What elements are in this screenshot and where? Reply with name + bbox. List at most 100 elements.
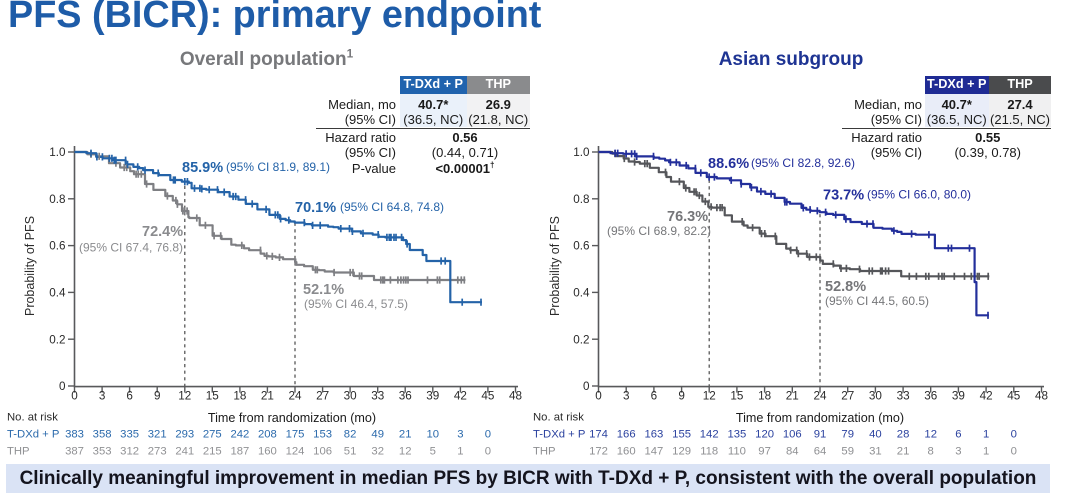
svg-text:48: 48	[509, 390, 522, 403]
svg-text:312: 312	[120, 446, 139, 458]
svg-text:31: 31	[869, 446, 882, 458]
svg-text:45: 45	[481, 390, 495, 403]
svg-text:321: 321	[148, 429, 167, 441]
svg-text:88.6%: 88.6%	[708, 156, 749, 172]
svg-text:153: 153	[313, 429, 332, 441]
svg-text:0: 0	[485, 429, 491, 441]
svg-text:(95% CI 67.4, 76.8): (95% CI 67.4, 76.8)	[79, 241, 183, 255]
svg-text:THP: THP	[533, 446, 556, 458]
svg-text:42: 42	[980, 390, 993, 403]
svg-text:1.0: 1.0	[49, 146, 66, 159]
svg-text:12: 12	[399, 446, 412, 458]
svg-text:(95% CI 68.9, 82.2): (95% CI 68.9, 82.2)	[607, 224, 711, 238]
svg-text:64: 64	[814, 446, 827, 458]
svg-text:0.4: 0.4	[49, 287, 66, 300]
svg-text:49: 49	[371, 429, 384, 441]
svg-text:15: 15	[730, 390, 744, 403]
svg-text:21: 21	[261, 390, 274, 403]
svg-text:24: 24	[813, 390, 827, 403]
svg-text:(95% CI 64.8, 74.8): (95% CI 64.8, 74.8)	[340, 200, 444, 214]
svg-text:T-DXd + P: T-DXd + P	[7, 429, 59, 441]
svg-text:Time from randomization (mo): Time from randomization (mo)	[208, 411, 376, 425]
svg-text:(95% CI 46.4, 57.5): (95% CI 46.4, 57.5)	[304, 297, 408, 311]
svg-text:6: 6	[955, 429, 961, 441]
svg-text:358: 358	[93, 429, 112, 441]
svg-text:0.4: 0.4	[573, 287, 590, 300]
svg-text:32: 32	[371, 446, 384, 458]
svg-text:97: 97	[758, 446, 771, 458]
svg-text:142: 142	[700, 429, 719, 441]
svg-text:30: 30	[869, 390, 883, 403]
svg-text:0: 0	[595, 390, 602, 403]
svg-text:70.1%: 70.1%	[295, 200, 336, 216]
svg-text:353: 353	[93, 446, 112, 458]
svg-text:3: 3	[457, 429, 463, 441]
svg-text:45: 45	[1007, 390, 1021, 403]
svg-text:0.6: 0.6	[49, 240, 65, 253]
svg-text:160: 160	[258, 446, 277, 458]
svg-text:52.8%: 52.8%	[825, 279, 866, 295]
svg-text:160: 160	[617, 446, 636, 458]
svg-text:48: 48	[1035, 390, 1048, 403]
svg-text:335: 335	[120, 429, 139, 441]
svg-text:187: 187	[230, 446, 249, 458]
svg-text:59: 59	[841, 446, 854, 458]
svg-text:79: 79	[841, 429, 854, 441]
svg-text:84: 84	[786, 446, 799, 458]
svg-text:91: 91	[814, 429, 827, 441]
svg-text:273: 273	[148, 446, 167, 458]
svg-text:33: 33	[371, 390, 384, 403]
svg-text:30: 30	[344, 390, 358, 403]
svg-text:Time from randomization (mo): Time from randomization (mo)	[736, 411, 904, 425]
svg-text:129: 129	[672, 446, 691, 458]
svg-text:135: 135	[727, 429, 746, 441]
svg-text:0.2: 0.2	[573, 333, 589, 346]
svg-text:51: 51	[344, 446, 357, 458]
svg-text:28: 28	[897, 429, 910, 441]
svg-text:0: 0	[1011, 429, 1017, 441]
svg-text:40: 40	[869, 429, 882, 441]
svg-text:21: 21	[399, 429, 412, 441]
svg-text:1: 1	[457, 446, 463, 458]
svg-text:THP: THP	[7, 446, 30, 458]
svg-text:39: 39	[426, 390, 439, 403]
svg-text:118: 118	[700, 446, 718, 458]
svg-text:174: 174	[589, 429, 608, 441]
svg-text:Probability of PFS: Probability of PFS	[23, 216, 37, 316]
svg-text:0: 0	[583, 380, 590, 393]
svg-text:21: 21	[786, 390, 799, 403]
svg-text:73.7%: 73.7%	[823, 188, 864, 204]
svg-text:(95% CI 81.9, 89.1): (95% CI 81.9, 89.1)	[226, 160, 330, 174]
svg-text:124: 124	[286, 446, 305, 458]
svg-text:208: 208	[258, 429, 277, 441]
svg-text:No. at risk: No. at risk	[7, 412, 58, 424]
svg-text:3: 3	[955, 446, 961, 458]
svg-text:85.9%: 85.9%	[182, 160, 223, 176]
svg-text:39: 39	[952, 390, 965, 403]
svg-text:172: 172	[589, 446, 608, 458]
svg-text:0: 0	[71, 390, 78, 403]
svg-text:(95% CI 82.8, 92.6): (95% CI 82.8, 92.6)	[751, 156, 855, 170]
svg-text:242: 242	[230, 429, 249, 441]
svg-text:18: 18	[233, 390, 246, 403]
svg-text:Probability of PFS: Probability of PFS	[548, 216, 562, 316]
svg-text:10: 10	[427, 429, 440, 441]
svg-text:(95% CI 44.5, 60.5): (95% CI 44.5, 60.5)	[825, 294, 929, 308]
svg-text:106: 106	[783, 429, 802, 441]
svg-text:52.1%: 52.1%	[303, 282, 344, 298]
svg-text:166: 166	[617, 429, 636, 441]
svg-text:42: 42	[454, 390, 467, 403]
svg-text:0.6: 0.6	[573, 240, 589, 253]
svg-text:6: 6	[126, 390, 133, 403]
svg-text:36: 36	[399, 390, 412, 403]
svg-text:72.4%: 72.4%	[142, 224, 183, 240]
svg-text:27: 27	[841, 390, 854, 403]
svg-text:1: 1	[983, 429, 989, 441]
svg-text:0.2: 0.2	[49, 333, 65, 346]
svg-text:0: 0	[485, 446, 491, 458]
svg-text:106: 106	[313, 446, 332, 458]
svg-text:8: 8	[928, 446, 934, 458]
svg-text:6: 6	[651, 390, 658, 403]
svg-text:0.8: 0.8	[573, 193, 589, 206]
svg-text:76.3%: 76.3%	[667, 209, 708, 225]
